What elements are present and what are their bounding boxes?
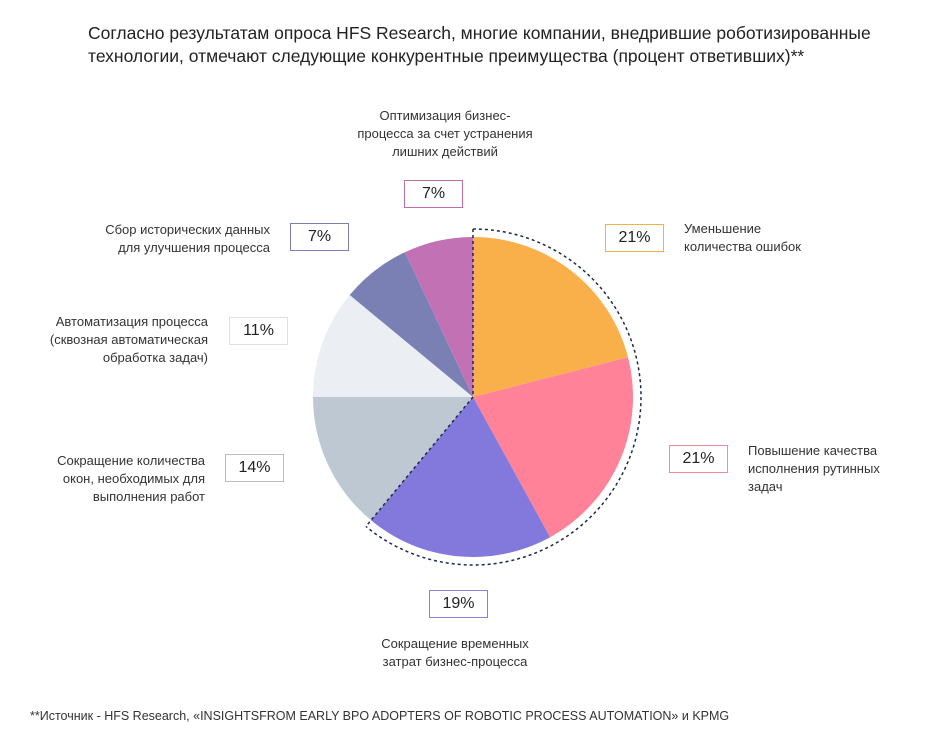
value-box-automation: 11%: [229, 317, 288, 345]
label-automation: Автоматизация процесса (сквозная автомат…: [49, 314, 208, 365]
value-box-errors: 21%: [605, 224, 664, 252]
pie-slice-history: [349, 252, 473, 397]
chart-title: Согласно результатам опроса HFS Research…: [88, 23, 871, 66]
value-box-time: 19%: [429, 590, 488, 618]
source-note: **Источник - HFS Research, «INSIGHTSFROM…: [30, 709, 730, 723]
label-windows: Сокращение количества окон, необходимых …: [57, 453, 205, 504]
label-errors: Уменьшение количества ошибок: [684, 221, 801, 254]
pie-slice-optimization: [404, 237, 473, 397]
label-history: Сбор исторических данных для улучшения п…: [105, 222, 270, 255]
pie-slice-time: [371, 397, 551, 557]
label-optimization: Оптимизация бизнес- процесса за счет уст…: [357, 108, 533, 159]
value-box-history: 7%: [290, 223, 349, 251]
pie-slice-errors: [473, 237, 628, 397]
pie-slice-quality: [473, 357, 633, 538]
value-box-quality: 21%: [669, 445, 728, 473]
highlight-outline-radii: [365, 229, 474, 527]
pie-slice-automation: [313, 295, 473, 397]
value-box-optimization: 7%: [404, 180, 463, 208]
pie-slice-windows: [313, 397, 473, 521]
label-time: Сокращение временных затрат бизнес-проце…: [381, 636, 529, 669]
label-quality: Повышение качества исполнения рутинных з…: [748, 443, 880, 494]
value-box-windows: 14%: [225, 454, 284, 482]
